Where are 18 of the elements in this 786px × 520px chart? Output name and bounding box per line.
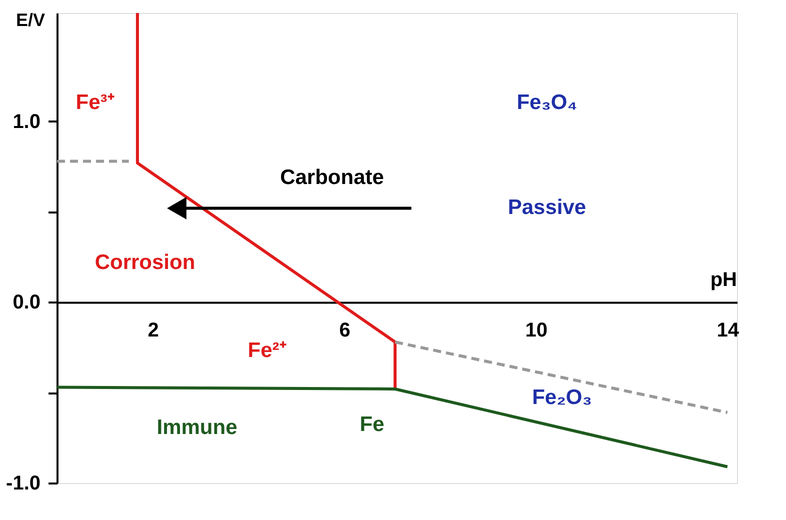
annotation: Fe₂O₃ [532,386,592,409]
annotation: Passive [508,196,586,219]
annotation: Fe [360,413,384,436]
annotation: Fe³⁺ [76,91,114,114]
annotation: Carbonate [280,166,384,189]
annotation: Fe²⁺ [248,339,286,362]
x-tick-label: 14 [716,320,740,342]
x-tick-label: 6 [339,320,350,342]
x-axis-title: pH [710,269,737,292]
annotation: Fe₃O₄ [516,91,578,114]
x-tick-label: 2 [148,320,159,342]
y-axis-title: E/V [16,10,45,30]
y-tick-label: -1.0 [6,472,40,494]
annotation: Immune [156,416,238,439]
x-tick-label: 10 [525,320,548,342]
y-tick-label: 1.0 [12,110,40,133]
annotation: Corrosion [94,251,196,274]
y-tick-label: 0.0 [12,292,40,314]
